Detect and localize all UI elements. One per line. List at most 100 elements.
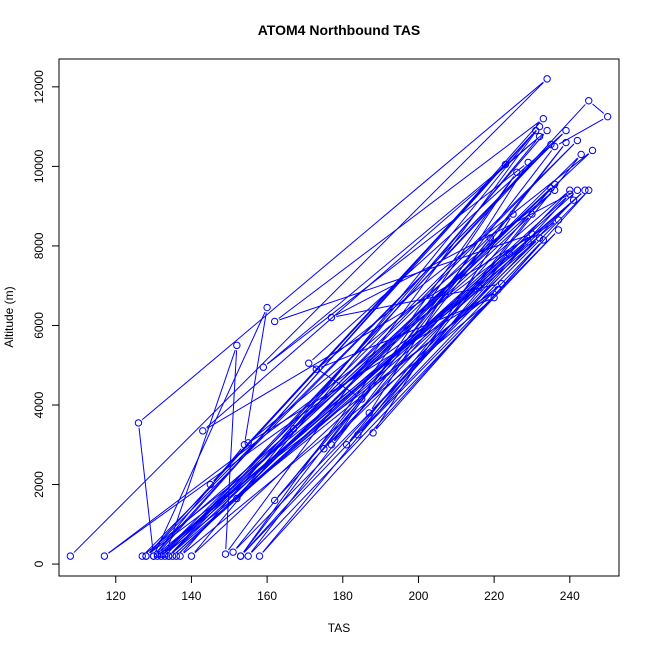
- plot-area: [66, 75, 612, 560]
- data-point: [229, 548, 237, 556]
- data-point: [532, 126, 540, 135]
- series-segment: [155, 311, 266, 552]
- plot-frame: [58, 58, 620, 577]
- data-point: [543, 75, 551, 83]
- data-point: [547, 140, 555, 149]
- series-segment: [349, 217, 530, 442]
- data-point: [255, 552, 264, 560]
- data-point: [539, 236, 548, 244]
- series-segment: [266, 165, 525, 365]
- series-segment: [335, 192, 574, 316]
- data-point: [554, 216, 563, 224]
- data-point: [588, 146, 597, 155]
- data-point: [494, 285, 502, 294]
- data-point: [199, 427, 207, 435]
- series-segment: [278, 121, 540, 319]
- data-point: [369, 429, 377, 437]
- series-segment: [266, 133, 544, 365]
- y-tick-label: 4000: [32, 391, 46, 418]
- data-point: [539, 114, 548, 123]
- data-point: [187, 552, 196, 560]
- y-tick-label: 8000: [32, 232, 46, 259]
- data-point: [161, 552, 169, 560]
- data-point: [581, 186, 589, 194]
- series-segment: [145, 133, 563, 553]
- y-tick-label: 10000: [32, 149, 46, 183]
- data-point: [149, 552, 158, 560]
- data-point: [153, 550, 162, 558]
- data-point: [236, 552, 245, 560]
- y-tick-label: 6000: [32, 312, 46, 339]
- series-segment: [592, 103, 605, 114]
- data-point: [244, 439, 252, 447]
- data-point: [550, 142, 559, 151]
- data-point: [327, 441, 336, 449]
- data-point: [161, 550, 169, 558]
- y-axis: 0 2000 4000 6000 8000 10000 12000: [32, 70, 60, 567]
- data-point: [509, 210, 517, 218]
- x-tick-label: 200: [408, 589, 428, 603]
- data-point: [270, 317, 279, 326]
- series-segment: [243, 243, 541, 553]
- series-segment: [166, 349, 236, 552]
- data-point: [342, 441, 351, 449]
- data-point: [543, 126, 551, 135]
- data-point: [206, 480, 215, 489]
- series-segment: [243, 176, 515, 553]
- data-point: [535, 122, 544, 131]
- series-segment: [239, 134, 533, 495]
- series-segment: [244, 312, 267, 440]
- x-tick-label: 220: [484, 589, 504, 603]
- data-point: [312, 365, 320, 373]
- data-point: [554, 226, 563, 234]
- series-segment: [160, 256, 506, 554]
- data-point: [490, 293, 498, 302]
- series-segment: [160, 122, 541, 551]
- series-segment: [164, 143, 575, 551]
- series-segment: [360, 158, 579, 432]
- data-point: [550, 180, 559, 188]
- data-point: [562, 126, 570, 135]
- y-axis-label: Altitude (m): [2, 286, 16, 347]
- series-segment: [164, 217, 510, 553]
- data-point: [305, 359, 313, 367]
- data-point: [524, 238, 532, 246]
- data-point: [233, 494, 241, 503]
- data-point: [573, 186, 582, 194]
- chart-title: ATOM4 Northbound TAS: [258, 22, 421, 38]
- data-point: [577, 150, 585, 159]
- data-point: [535, 234, 544, 242]
- series-segment: [172, 240, 537, 554]
- data-point: [157, 552, 165, 560]
- series-segment: [252, 291, 494, 441]
- series-segment: [179, 157, 578, 553]
- x-tick-label: 120: [106, 589, 126, 603]
- series-segment: [262, 257, 507, 553]
- x-axis: 120 140 160 180 200 220 240: [106, 575, 580, 603]
- data-point: [528, 230, 536, 238]
- data-point: [244, 552, 252, 560]
- data-point: [524, 158, 532, 167]
- data-point: [240, 441, 249, 449]
- data-point: [566, 190, 574, 198]
- data-point: [270, 496, 279, 505]
- data-point: [157, 550, 165, 558]
- data-point: [172, 552, 180, 560]
- series-segment: [250, 146, 564, 553]
- data-point: [365, 409, 373, 417]
- data-point: [142, 552, 150, 560]
- data-point: [165, 552, 173, 560]
- x-tick-label: 180: [333, 589, 353, 603]
- data-point: [547, 184, 555, 192]
- y-tick-label: 0: [32, 560, 46, 567]
- data-point: [153, 552, 162, 560]
- series-segment: [149, 193, 567, 554]
- series-segment: [349, 245, 526, 442]
- data-point: [221, 550, 230, 558]
- data-point: [501, 160, 510, 169]
- data-point: [486, 234, 495, 242]
- series-segment: [172, 217, 529, 554]
- data-point: [569, 196, 578, 204]
- series-segment: [361, 233, 556, 432]
